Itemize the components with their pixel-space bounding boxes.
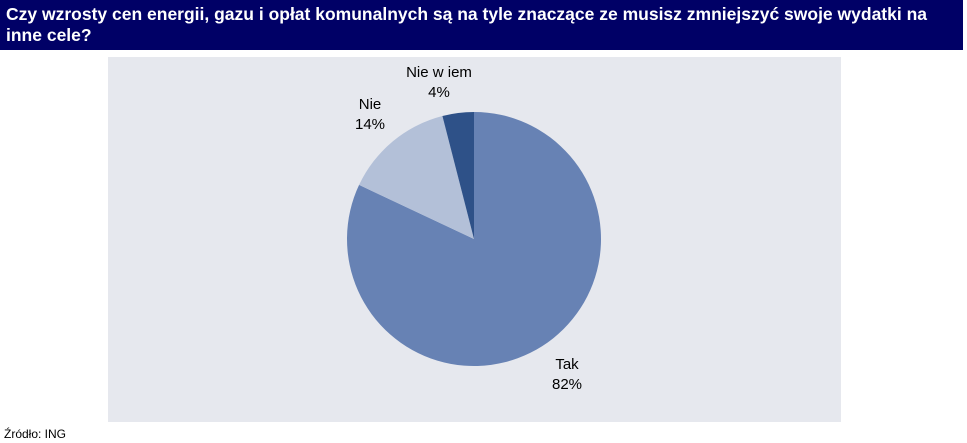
pie-chart: Tak 82% Nie 14% Nie w iem 4%	[347, 64, 602, 393]
pie-slice-2	[359, 115, 474, 239]
pie-slice-3	[442, 112, 474, 239]
slice-name-label: Nie	[359, 96, 382, 113]
chart-title-bar: Czy wzrosty cen energii, gazu i opłat ko…	[0, 0, 963, 50]
slice-name-label: Nie w iem	[406, 64, 472, 81]
slice-value-label: 4%	[428, 84, 450, 101]
slice-value-label: 14%	[355, 116, 385, 133]
source-note: Źródło: ING	[4, 427, 67, 441]
pie-slice-1	[347, 112, 602, 366]
chart-panel: Tak 82% Nie 14% Nie w iem 4%	[108, 57, 841, 422]
slice-name-label: Tak	[555, 356, 579, 373]
chart-title: Czy wzrosty cen energii, gazu i opłat ko…	[6, 4, 928, 45]
slice-value-label: 82%	[552, 376, 582, 393]
